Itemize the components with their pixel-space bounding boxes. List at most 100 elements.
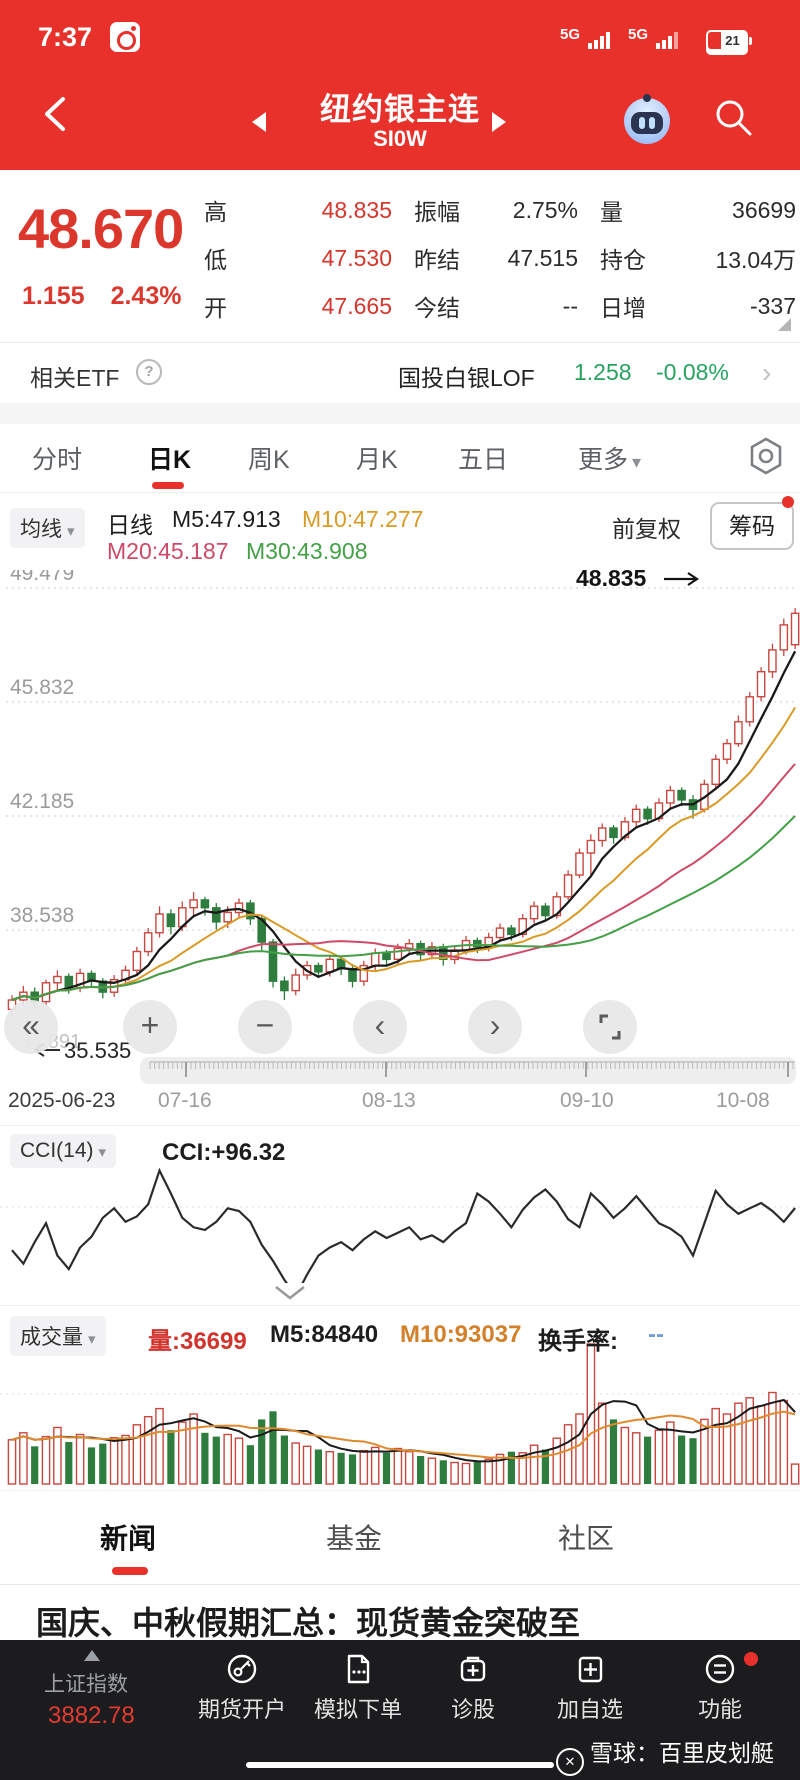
search-icon[interactable] — [712, 96, 756, 140]
volume-ma5: M5:84840 — [270, 1321, 379, 1348]
field-value-volume: 36699 — [732, 196, 796, 223]
case-plus-icon — [460, 1656, 486, 1682]
field-label: 低 — [204, 247, 227, 273]
next-symbol-icon[interactable] — [492, 112, 506, 132]
back-icon[interactable] — [42, 96, 68, 132]
index-up-triangle-icon — [84, 1650, 100, 1661]
svg-text:2025-06-23: 2025-06-23 — [8, 1089, 115, 1112]
tab-funds[interactable]: 基金 — [326, 1523, 383, 1554]
index-value: 3882.78 — [48, 1702, 135, 1729]
field-label: 日增 — [600, 295, 646, 321]
tab-more[interactable]: 更多 ▾ — [578, 446, 642, 474]
nav-futures-account[interactable]: 期货开户 — [182, 1652, 302, 1724]
svg-text:08-13: 08-13 — [362, 1089, 416, 1112]
volume-panel: 成交量 ▾ 量:36699 M5:84840 M10:93037 换手率: -- — [0, 1305, 800, 1487]
tab-daily-k[interactable]: 日K — [148, 446, 192, 474]
adjust-mode-toggle[interactable]: 前复权 — [612, 516, 681, 542]
news-headline[interactable]: 国庆、中秋假期汇总：现货黄金突破至 — [0, 1592, 800, 1640]
index-name[interactable]: 上证指数 — [44, 1673, 128, 1696]
price-change-row: 1.155 2.43% — [22, 282, 207, 311]
legend-ma20: M20:45.187 — [107, 538, 229, 564]
etf-name: 国投白银LOF — [398, 365, 535, 391]
volume-value: 量:36699 — [148, 1328, 247, 1355]
field-label: 振幅 — [414, 199, 460, 225]
svg-text:48.835: 48.835 — [576, 570, 647, 591]
chevron-right-icon: › — [762, 357, 772, 388]
tab-monthly-k[interactable]: 月K — [356, 446, 398, 474]
field-value-prev-settle: 47.515 — [507, 244, 578, 271]
svg-text:42.185: 42.185 — [10, 790, 74, 813]
menu-circle-icon — [705, 1654, 735, 1684]
zoom-in-button[interactable]: + — [123, 1000, 177, 1054]
legend-period: 日线 — [107, 512, 153, 538]
caret-down-icon: ▾ — [88, 1331, 96, 1348]
field-value-amplitude: 2.75% — [512, 196, 578, 223]
signal-bars-icon — [588, 32, 610, 49]
expand-fields-icon[interactable] — [778, 318, 791, 331]
field-value-high: 48.835 — [321, 196, 392, 223]
notification-dot — [744, 1652, 758, 1666]
field-label: 量 — [600, 199, 623, 225]
help-icon[interactable]: ? — [136, 359, 162, 385]
related-etf-row[interactable]: 相关ETF ? 国投白银LOF 1.258 -0.08% › — [0, 342, 800, 404]
chart-settings-icon[interactable] — [748, 436, 784, 476]
tab-five-day[interactable]: 五日 — [458, 446, 509, 474]
chips-button[interactable]: 筹码 — [710, 502, 794, 550]
svg-text:07-16: 07-16 — [158, 1089, 212, 1112]
caret-down-icon: ▾ — [98, 1144, 107, 1161]
pan-right-button[interactable]: › — [468, 1000, 522, 1054]
candlestick-chart[interactable]: 49.47945.83242.18538.53848.83534.89135.5… — [0, 562, 800, 1115]
tab-news[interactable]: 新闻 — [100, 1523, 157, 1554]
etf-change: -0.08% — [656, 359, 729, 385]
turnover-value: -- — [648, 1321, 664, 1348]
section-divider — [0, 403, 800, 424]
network-type-2: 5G — [628, 26, 649, 43]
field-label: 持仓 — [600, 247, 646, 273]
nav-add-watchlist[interactable]: 加自选 — [530, 1652, 650, 1724]
svg-text:49.479: 49.479 — [10, 570, 74, 585]
collapse-toolbar-button[interactable]: « — [4, 1000, 58, 1054]
ma-dropdown[interactable]: 均线 ▾ — [10, 508, 85, 548]
nav-diagnose-stock[interactable]: 诊股 — [413, 1652, 533, 1724]
content-tab-bar: 新闻 基金 社区 — [0, 1490, 800, 1585]
zoom-out-button[interactable]: − — [238, 1000, 292, 1054]
volume-indicator-dropdown[interactable]: 成交量 ▾ — [10, 1316, 106, 1356]
xueqiu-logo-icon: ✕ — [556, 1748, 584, 1776]
legend-ma30: M30:43.908 — [246, 538, 368, 564]
home-indicator — [246, 1762, 554, 1768]
volume-chart[interactable] — [0, 1306, 800, 1487]
tab-weekly-k[interactable]: 周K — [248, 446, 290, 474]
collapse-panel-icon[interactable] — [266, 1283, 314, 1303]
field-label: 开 — [204, 295, 227, 321]
cci-panel: CCI(14) ▾ CCI:+96.32 — [0, 1125, 800, 1303]
svg-text:35.535: 35.535 — [64, 1038, 131, 1063]
legend-ma10: M10:47.277 — [302, 506, 424, 532]
signal-bars-icon-2 — [656, 32, 678, 49]
square-plus-icon — [578, 1656, 603, 1683]
cci-chart[interactable] — [0, 1126, 800, 1303]
bottom-nav-bar: 上证指数 3882.78 期货开户 模拟下单 — [0, 1640, 800, 1780]
notification-dot — [782, 496, 794, 508]
prev-symbol-icon[interactable] — [252, 112, 266, 132]
assistant-robot-icon[interactable] — [624, 94, 670, 144]
pan-left-button[interactable]: ‹ — [353, 1000, 407, 1054]
field-value-open: 47.665 — [321, 292, 392, 319]
tab-minute[interactable]: 分时 — [32, 446, 83, 474]
cci-indicator-dropdown[interactable]: CCI(14) ▾ — [10, 1134, 117, 1168]
nav-functions[interactable]: 功能 — [660, 1652, 780, 1724]
related-etf-label: 相关ETF — [30, 365, 120, 391]
quote-fields: 高 48.835 振幅 2.75% 量 36699 低 47.530 昨结 47.515 … — [204, 186, 796, 330]
svg-text:38.538: 38.538 — [10, 904, 74, 927]
tab-community[interactable]: 社区 — [558, 1523, 615, 1554]
field-label: 今结 — [414, 295, 460, 321]
cci-value: CCI:+96.32 — [162, 1139, 286, 1166]
clock: 7:37 — [38, 22, 93, 52]
caret-down-icon: ▾ — [632, 452, 642, 472]
svg-text:09-10: 09-10 — [560, 1089, 614, 1112]
nav-sim-trade[interactable]: 模拟下单 — [298, 1652, 418, 1724]
field-value-low: 47.530 — [321, 244, 392, 271]
field-value-open-interest: 13.04万 — [715, 247, 796, 273]
fullscreen-button[interactable] — [583, 1000, 637, 1054]
legend-ma5: M5:47.913 — [172, 506, 281, 532]
